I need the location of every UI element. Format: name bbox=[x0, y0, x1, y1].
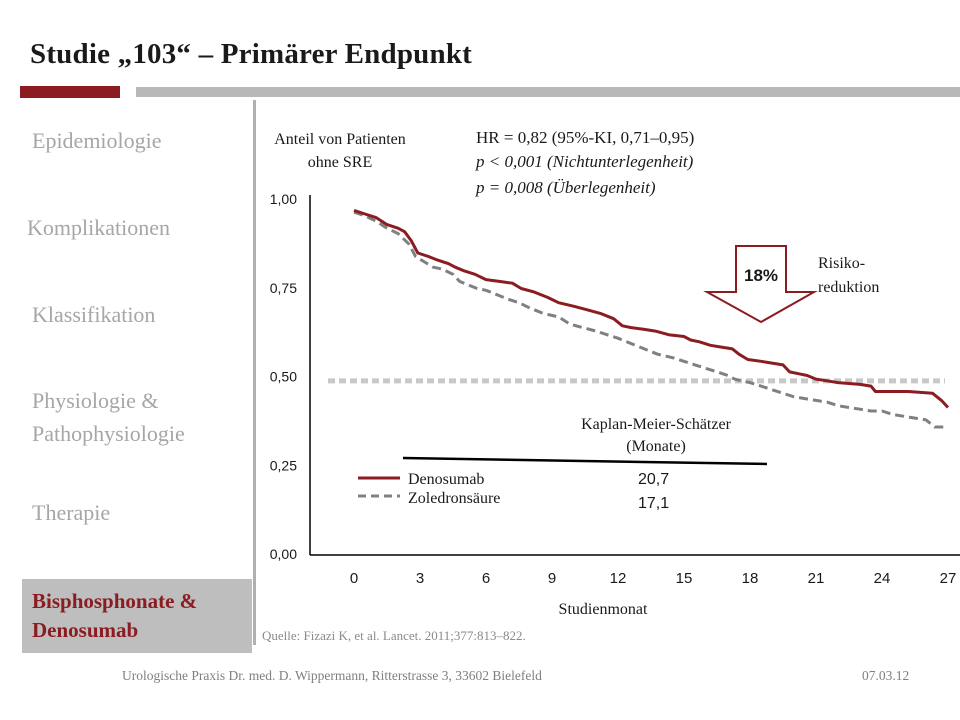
x-tick-labels: 0 3 6 9 12 15 18 21 24 27 bbox=[350, 570, 957, 587]
title-divider-bar bbox=[136, 87, 960, 97]
x-tick-label: 24 bbox=[874, 570, 891, 587]
legend-label-denosumab: Denosumab bbox=[408, 471, 484, 488]
nav-active-line2: Denosumab bbox=[32, 618, 139, 642]
x-axis-label: Studienmonat bbox=[559, 601, 648, 618]
km-title-line2: (Monate) bbox=[626, 438, 686, 455]
sidebar-divider bbox=[253, 100, 256, 645]
series-line-zoledronsaeure bbox=[353, 210, 948, 429]
y-axis-label-line2: ohne SRE bbox=[308, 154, 372, 171]
y-tick-label: 0,50 bbox=[270, 369, 297, 385]
legend-table-rule bbox=[402, 456, 768, 466]
footer-address: Urologische Praxis Dr. med. D. Wipperman… bbox=[122, 668, 542, 683]
y-axis-label-line1: Anteil von Patienten bbox=[274, 131, 406, 148]
median-denosumab: 20,7 bbox=[638, 471, 669, 488]
risk-reduction-label-line1: Risiko- bbox=[818, 255, 865, 272]
nav-item-klassifikation[interactable]: Klassifikation bbox=[32, 302, 156, 327]
x-tick-label: 15 bbox=[676, 570, 693, 587]
p-value-superiority: p = 0,008 (Überlegenheit) bbox=[475, 178, 656, 197]
nav-active-line1: Bisphosphonate & bbox=[32, 589, 198, 613]
y-tick-label: 0,25 bbox=[270, 457, 297, 473]
series-group bbox=[353, 208, 950, 429]
x-tick-label: 21 bbox=[808, 570, 825, 587]
y-tick-label: 0,00 bbox=[270, 546, 297, 562]
arrow-down-icon bbox=[703, 245, 818, 324]
risk-reduction-label-line2: reduktion bbox=[818, 279, 879, 296]
y-tick-label: 1,00 bbox=[270, 191, 297, 207]
x-tick-label: 3 bbox=[416, 570, 424, 587]
risk-reduction-percent: 18% bbox=[744, 266, 778, 285]
slide-title: Studie „103“ – Primärer Endpunkt bbox=[30, 38, 473, 70]
series-line-denosumab bbox=[353, 208, 950, 409]
x-tick-label: 6 bbox=[482, 570, 490, 587]
median-zoledronsaeure: 17,1 bbox=[638, 495, 669, 512]
source-citation: Quelle: Fizazi K, et al. Lancet. 2011;37… bbox=[262, 628, 526, 643]
nav-item-therapie[interactable]: Therapie bbox=[32, 500, 111, 525]
km-title-line1: Kaplan-Meier-Schätzer bbox=[581, 416, 731, 433]
y-tick-label: 0,75 bbox=[270, 280, 297, 296]
nav-item-epidemiologie[interactable]: Epidemiologie bbox=[32, 128, 162, 153]
footer-date: 07.03.12 bbox=[862, 668, 910, 683]
x-tick-label: 27 bbox=[940, 570, 957, 587]
legend-label-zoledronsaeure: Zoledronsäure bbox=[408, 490, 500, 507]
p-value-noninferiority: p < 0,001 (Nichtunterlegenheit) bbox=[475, 152, 694, 171]
x-tick-label: 12 bbox=[610, 570, 627, 587]
nav-item-physiologie-line1[interactable]: Physiologie & bbox=[32, 388, 159, 413]
x-tick-label: 0 bbox=[350, 570, 358, 587]
nav-item-physiologie-line2[interactable]: Pathophysiologie bbox=[32, 421, 185, 446]
y-tick-labels: 0,00 0,25 0,50 0,75 1,00 bbox=[270, 191, 297, 562]
nav-item-komplikationen[interactable]: Komplikationen bbox=[27, 215, 170, 240]
title-accent-bar bbox=[20, 86, 120, 98]
hazard-ratio-text: HR = 0,82 (95%-KI, 0,71–0,95) bbox=[476, 128, 694, 147]
x-tick-label: 9 bbox=[548, 570, 556, 587]
x-tick-label: 18 bbox=[742, 570, 759, 587]
nav-item-active-bisphosphonate[interactable]: Bisphosphonate & Denosumab bbox=[22, 579, 252, 653]
